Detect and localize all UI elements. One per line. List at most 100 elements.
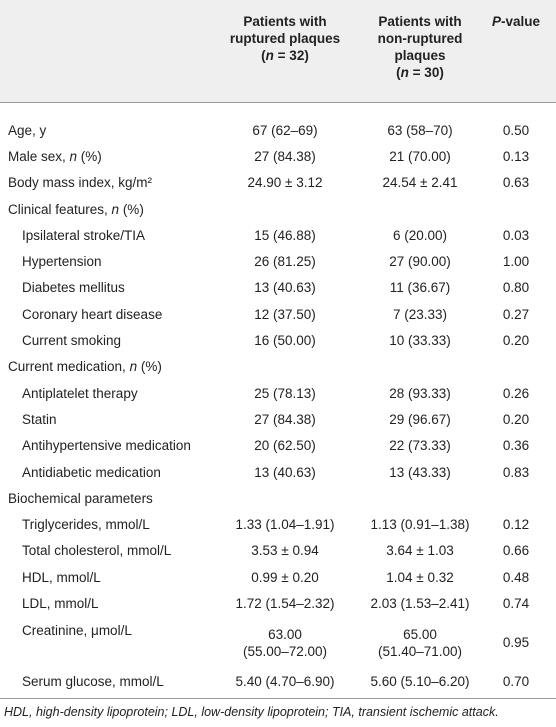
row-label: Antihypertensive medication bbox=[22, 437, 191, 454]
value-cell: 1.33 (1.04–1.91) bbox=[235, 517, 335, 533]
value-cell: 1.04 ± 0.32 bbox=[386, 569, 454, 585]
row-label: Age, y bbox=[8, 122, 46, 139]
row-label: Coronary heart disease bbox=[22, 306, 162, 323]
value-cell: 27 (84.38) bbox=[254, 148, 316, 164]
header-line: ruptured plaques bbox=[210, 30, 360, 47]
row-label: Serum glucose, mmol/L bbox=[22, 673, 164, 690]
value-cell: 67 (62–69) bbox=[252, 122, 318, 138]
value-cell: 0.66 bbox=[502, 543, 530, 559]
row-label: LDL, mmol/L bbox=[22, 595, 99, 612]
value-cell: 11 (36.67) bbox=[389, 280, 451, 296]
text-segment: = 32) bbox=[273, 48, 309, 63]
value-cell: 63.00 (55.00–72.00) bbox=[210, 626, 360, 660]
header-rule bbox=[0, 102, 556, 103]
value-cell: 25 (78.13) bbox=[254, 385, 316, 401]
text-segment: n bbox=[265, 48, 274, 63]
value-cell: 0.83 bbox=[502, 464, 530, 480]
value-cell: 0.03 bbox=[502, 227, 530, 243]
text-segment: n bbox=[111, 201, 120, 217]
text-segment: n bbox=[400, 65, 409, 80]
header-line: (n = 30) bbox=[345, 64, 495, 81]
text-segment: P bbox=[491, 14, 501, 29]
text-segment: n bbox=[129, 359, 138, 375]
text-segment: ( bbox=[261, 48, 266, 63]
row-label: HDL, mmol/L bbox=[22, 569, 101, 586]
text-segment: Hypertension bbox=[22, 254, 102, 270]
value-cell: 22 (73.33) bbox=[389, 438, 451, 454]
header-background bbox=[0, 0, 556, 102]
text-segment: Male sex, bbox=[8, 148, 70, 164]
header-line: P-value bbox=[481, 13, 551, 30]
value-cell: 13 (40.63) bbox=[254, 464, 316, 480]
text-segment: Current smoking bbox=[22, 333, 122, 349]
text-segment: Body mass index, kg/m² bbox=[8, 175, 153, 191]
value-cell: 0.36 bbox=[502, 438, 530, 454]
value-cell: 13 (40.63) bbox=[254, 280, 316, 296]
value-cell: 12 (37.50) bbox=[254, 306, 316, 322]
column-header: Patients with ruptured plaques (n = 32) bbox=[210, 13, 360, 64]
value-cell: 29 (96.67) bbox=[389, 411, 451, 427]
row-label: Antidiabetic medication bbox=[22, 464, 161, 481]
text-segment: (%) bbox=[77, 148, 102, 164]
group-title: Biochemical parameters bbox=[8, 490, 153, 507]
header-line: Patients with bbox=[345, 13, 495, 30]
value-cell: 0.74 bbox=[502, 596, 530, 612]
column-header: Patients with non-ruptured plaques (n = 30) bbox=[345, 13, 495, 81]
value-cell: 0.95 bbox=[502, 635, 530, 651]
group-title: Current medication, n (%) bbox=[8, 358, 162, 375]
text-segment: Antiplatelet therapy bbox=[22, 385, 138, 401]
text-segment: n bbox=[69, 148, 78, 164]
value-cell: 5.60 (5.10–6.20) bbox=[370, 674, 470, 690]
text-segment: Current medication, bbox=[8, 359, 130, 375]
value-cell: 21 (70.00) bbox=[389, 148, 451, 164]
row-label: Creatinine, μmol/L bbox=[22, 622, 132, 639]
text-segment: = 30) bbox=[408, 65, 444, 80]
value-cell: 28 (93.33) bbox=[389, 385, 451, 401]
value-cell: 0.27 bbox=[502, 306, 530, 322]
value-cell: 27 (90.00) bbox=[389, 254, 451, 270]
text-segment: Creatinine, μmol/L bbox=[22, 622, 132, 638]
text-segment: Triglycerides, mmol/L bbox=[22, 517, 150, 533]
value-cell: 0.48 bbox=[502, 569, 530, 585]
value-cell: 63 (58–70) bbox=[387, 122, 453, 138]
value-cell: 65.00 (51.40–71.00) bbox=[345, 626, 495, 660]
text-segment: (%) bbox=[119, 201, 144, 217]
text-segment: Serum glucose, mmol/L bbox=[22, 674, 164, 690]
value-cell: 1.72 (1.54–2.32) bbox=[235, 596, 335, 612]
value-cell: 5.40 (4.70–6.90) bbox=[235, 674, 335, 690]
row-label: Antiplatelet therapy bbox=[22, 385, 138, 402]
text-segment: Statin bbox=[22, 411, 57, 427]
value-cell: 1.13 (0.91–1.38) bbox=[370, 517, 470, 533]
text-segment: ruptured plaques bbox=[229, 31, 341, 46]
row-label: Diabetes mellitus bbox=[22, 279, 125, 296]
value-cell: 0.50 bbox=[502, 122, 530, 138]
value-cell: 24.90 ± 3.12 bbox=[247, 175, 323, 191]
row-label: Hypertension bbox=[22, 253, 102, 270]
value-cell: 0.99 ± 0.20 bbox=[251, 569, 319, 585]
row-label: Body mass index, kg/m² bbox=[8, 174, 152, 191]
row-label: Ipsilateral stroke/TIA bbox=[22, 227, 145, 244]
text-segment: non-ruptured bbox=[377, 31, 463, 46]
value-cell: 0.13 bbox=[502, 148, 530, 164]
footnote: HDL, high-density lipoprotein; LDL, low-… bbox=[4, 705, 499, 719]
value-cell: 15 (46.88) bbox=[254, 227, 316, 243]
text-segment: Antihypertensive medication bbox=[22, 438, 191, 454]
text-segment: Coronary heart disease bbox=[22, 306, 163, 322]
value-line: 65.00 bbox=[403, 626, 437, 642]
value-cell: 0.26 bbox=[502, 385, 530, 401]
value-cell: 0.63 bbox=[502, 175, 530, 191]
text-segment: Age, y bbox=[8, 122, 47, 138]
value-line: (51.40–71.00) bbox=[377, 643, 463, 659]
value-cell: 0.20 bbox=[502, 411, 530, 427]
value-cell: 0.70 bbox=[502, 674, 530, 690]
value-cell: 26 (81.25) bbox=[254, 254, 316, 270]
value-cell: 0.20 bbox=[502, 333, 530, 349]
value-cell: 16 (50.00) bbox=[254, 333, 316, 349]
text-segment: Patients with bbox=[378, 14, 462, 29]
value-cell: 0.80 bbox=[502, 280, 530, 296]
value-line: 63.00 bbox=[268, 626, 302, 642]
text-segment: ( bbox=[396, 65, 401, 80]
row-label: Statin bbox=[22, 411, 57, 428]
text-segment: HDL, mmol/L bbox=[22, 569, 101, 585]
